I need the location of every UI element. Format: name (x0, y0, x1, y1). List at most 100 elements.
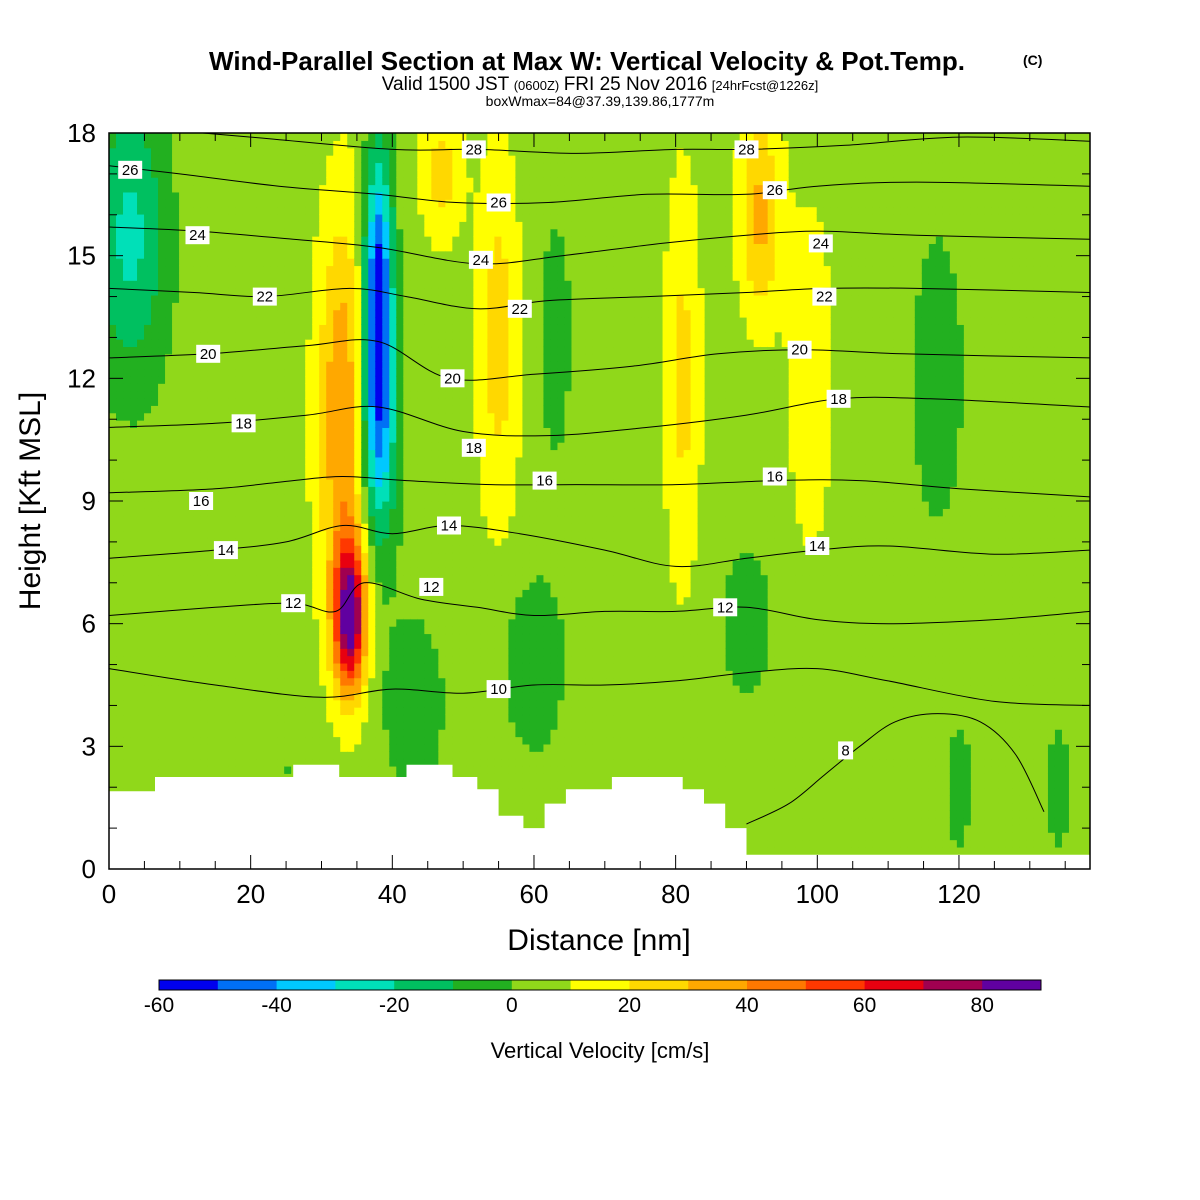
velocity-cell (438, 155, 446, 164)
velocity-cell (298, 449, 306, 458)
velocity-cell (235, 707, 243, 716)
velocity-cell (368, 191, 376, 200)
velocity-cell (214, 493, 222, 502)
velocity-cell (410, 493, 418, 502)
velocity-cell (424, 743, 432, 752)
velocity-cell (347, 648, 355, 657)
velocity-cell (123, 228, 131, 237)
velocity-cell (172, 434, 180, 443)
velocity-cell (242, 692, 250, 701)
velocity-cell (151, 559, 159, 568)
velocity-cell (312, 736, 320, 745)
velocity-cell (263, 155, 271, 164)
velocity-cell (200, 611, 208, 620)
velocity-cell (403, 309, 411, 318)
velocity-cell (438, 272, 446, 281)
velocity-cell (193, 633, 201, 642)
velocity-cell (109, 309, 117, 318)
velocity-cell (158, 155, 166, 164)
velocity-cell (200, 478, 208, 487)
velocity-cell (179, 611, 187, 620)
velocity-cell (270, 133, 278, 141)
velocity-cell (284, 272, 292, 281)
velocity-cell (333, 537, 341, 546)
velocity-cell (277, 339, 285, 348)
velocity-cell (172, 375, 180, 384)
velocity-cell (368, 751, 376, 760)
velocity-cell (151, 169, 159, 178)
velocity-cell (200, 191, 208, 200)
velocity-cell (172, 655, 180, 664)
velocity-cell (319, 736, 327, 745)
velocity-cell (424, 236, 432, 244)
velocity-cell (228, 199, 236, 208)
velocity-cell (165, 707, 173, 716)
velocity-cell (368, 618, 376, 627)
velocity-cell (382, 213, 390, 222)
velocity-cell (389, 508, 397, 517)
velocity-cell (438, 611, 446, 620)
velocity-cell (116, 530, 124, 539)
velocity-cell (291, 611, 299, 620)
velocity-cell (165, 405, 173, 414)
velocity-cell (270, 567, 278, 576)
velocity-cell (333, 375, 341, 384)
velocity-cell (186, 405, 194, 414)
velocity-cell (354, 383, 362, 392)
velocity-cell (417, 486, 425, 495)
velocity-cell (158, 353, 166, 362)
velocity-cell (242, 648, 250, 657)
velocity-cell (137, 294, 145, 303)
velocity-cell (200, 250, 208, 259)
velocity-cell (235, 228, 243, 237)
velocity-cell (186, 324, 194, 333)
velocity-cell (312, 449, 320, 458)
velocity-cell (347, 133, 355, 141)
velocity-cell (130, 206, 138, 215)
velocity-cell (445, 427, 453, 436)
velocity-cell (144, 670, 152, 679)
velocity-cell (347, 353, 355, 362)
velocity-cell (193, 206, 201, 215)
velocity-cell (347, 714, 355, 723)
velocity-cell (165, 721, 173, 730)
velocity-cell (165, 537, 173, 546)
velocity-cell (382, 765, 390, 774)
velocity-cell (179, 714, 187, 723)
velocity-cell (235, 751, 243, 760)
velocity-cell (228, 309, 236, 318)
velocity-cell (333, 339, 341, 348)
velocity-cell (151, 530, 159, 539)
velocity-cell (382, 618, 390, 627)
title-block: Wind-Parallel Section at Max W: Vertical… (209, 46, 1042, 109)
velocity-cell (277, 552, 285, 561)
velocity-cell (389, 331, 397, 340)
velocity-cell (235, 236, 243, 244)
velocity-cell (116, 493, 124, 502)
velocity-cell (445, 397, 453, 406)
velocity-cell (151, 228, 159, 237)
velocity-cell (445, 604, 453, 612)
velocity-cell (354, 707, 362, 716)
velocity-cell (340, 442, 348, 451)
velocity-cell (424, 155, 432, 164)
velocity-cell (249, 331, 257, 340)
velocity-cell (193, 530, 201, 539)
velocity-cell (137, 773, 145, 782)
velocity-cell (375, 559, 383, 568)
velocity-cell (109, 523, 117, 532)
velocity-cell (389, 309, 397, 318)
velocity-cell (452, 353, 460, 362)
velocity-cell (249, 508, 257, 517)
velocity-cell (375, 692, 383, 701)
velocity-cell (158, 714, 166, 723)
velocity-cell (326, 449, 334, 458)
velocity-cell (424, 611, 432, 620)
velocity-cell (263, 648, 271, 657)
velocity-cell (284, 523, 292, 532)
velocity-cell (123, 677, 131, 686)
velocity-cell (424, 559, 432, 568)
velocity-cell (291, 736, 299, 745)
velocity-cell (214, 464, 222, 473)
velocity-cell (207, 523, 215, 532)
